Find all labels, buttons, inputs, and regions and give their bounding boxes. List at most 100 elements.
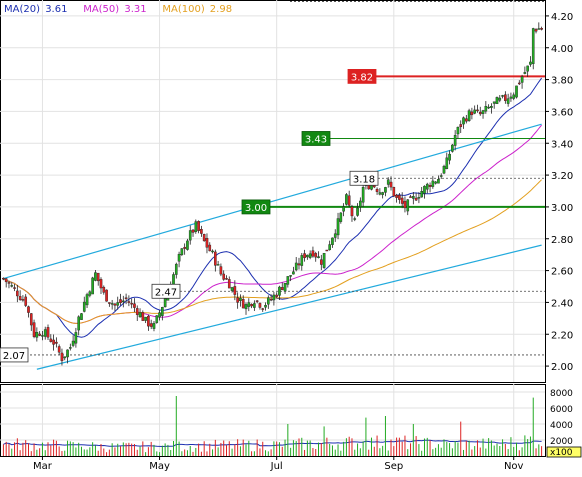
price-tick-label: 4.20 (551, 12, 573, 23)
candle-body (478, 111, 482, 115)
candle-body (484, 106, 488, 112)
candle-body (384, 187, 387, 193)
candle-body (420, 191, 424, 198)
candle-body (214, 251, 217, 266)
price-tick-label: 3.40 (551, 139, 573, 150)
candle-body (470, 111, 474, 116)
candle-body (141, 312, 145, 321)
price-tick-label: 2.40 (551, 298, 573, 309)
candle-body (2, 277, 5, 280)
candle-body (314, 253, 318, 258)
candle-body (453, 134, 457, 146)
candle-body (275, 294, 278, 297)
candle-body (345, 194, 348, 205)
candle-body (258, 303, 262, 308)
candle-body (255, 300, 259, 302)
candle-body (85, 294, 89, 306)
candle-body (294, 262, 298, 271)
candle-body (392, 186, 396, 197)
volume-tick-label: 8000 (550, 389, 573, 399)
candle-body (57, 346, 61, 353)
candle-body (222, 273, 226, 280)
price-label-box (151, 283, 181, 299)
candle-body (10, 285, 14, 287)
candle-body (202, 234, 206, 242)
candle-body (216, 264, 220, 266)
candle-body (108, 302, 111, 304)
candle-body (495, 97, 499, 105)
candle-body (186, 240, 189, 250)
candle-body (280, 287, 284, 290)
candle-body (442, 165, 446, 174)
price-label: 2.07 (3, 351, 25, 362)
candle-body (55, 341, 58, 344)
candle-body (523, 72, 527, 74)
volume-tick-label: 6000 (550, 405, 573, 415)
candle-body (506, 98, 510, 104)
candle-body (253, 303, 256, 308)
candle-body (451, 144, 454, 152)
candle-body (319, 259, 323, 265)
trend-channel-lower (36, 244, 542, 370)
volume-unit-badge (546, 446, 582, 458)
candle-body (247, 302, 251, 307)
candle-body (512, 94, 516, 99)
candle-body (517, 82, 521, 85)
candle-body (46, 327, 50, 338)
price-label-box (0, 347, 29, 363)
candle-body (211, 250, 214, 253)
price-tick-label: 3.20 (551, 171, 573, 182)
candle-body (105, 289, 108, 302)
candle-body (138, 312, 142, 318)
volume-tick-label: 4000 (550, 421, 573, 431)
candle-body (49, 338, 53, 342)
candle-body (526, 65, 529, 72)
legend-value-2: 2.98 (210, 4, 232, 15)
candle-body (375, 188, 379, 192)
candle-body (102, 286, 106, 293)
candle-body (180, 248, 184, 255)
candle-body (529, 61, 532, 65)
price-tick-label: 3.00 (551, 203, 573, 214)
candle-body (183, 246, 186, 249)
price-tick-label: 2.80 (551, 235, 573, 246)
candle-body (135, 308, 139, 315)
candle-body (18, 296, 22, 300)
candle-body (359, 200, 362, 207)
candle-body (191, 229, 195, 233)
price-label: 3.00 (245, 203, 267, 214)
candle-body (147, 315, 150, 327)
candle-body (333, 233, 337, 238)
price-tick-label: 3.80 (551, 76, 573, 87)
candle-body (476, 109, 479, 112)
candle-body (80, 313, 83, 320)
candle-body (82, 301, 86, 312)
legend-value-0: 3.61 (45, 4, 67, 15)
candle-body (308, 253, 312, 258)
candle-body (395, 194, 398, 198)
price-tick-label: 3.60 (551, 107, 573, 118)
volume-panel-frame (0, 384, 546, 457)
candle-body (188, 230, 192, 241)
volume-tick-label: 2000 (550, 437, 573, 447)
candle-body (473, 109, 476, 114)
candle-body (133, 303, 136, 308)
candle-body (534, 29, 538, 32)
candle-body (462, 117, 465, 125)
candle-body (27, 306, 30, 313)
candle-body (121, 300, 125, 303)
candle-body (96, 272, 100, 282)
candle-body (236, 297, 239, 303)
candle-body (425, 183, 429, 190)
candle-body (71, 340, 75, 346)
candle-body (540, 28, 543, 30)
candle-body (339, 212, 343, 222)
legend-name-2: MA(100) (162, 4, 204, 15)
candle-body (501, 95, 504, 97)
candle-body (152, 322, 156, 329)
candle-body (7, 282, 11, 284)
candle-body (459, 124, 463, 128)
candle-body (74, 332, 78, 344)
candle-body (163, 298, 167, 308)
candle-body (289, 275, 292, 277)
